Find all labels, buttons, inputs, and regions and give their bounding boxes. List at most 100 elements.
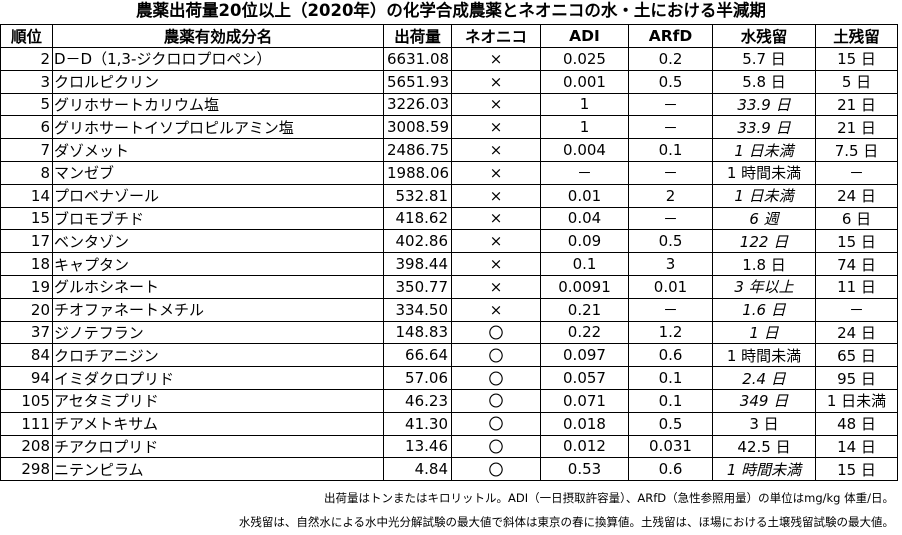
cell-water-residue: 1 日未満 (712, 138, 816, 162)
cell-soil-residue: 15 日 (815, 457, 898, 482)
cell-rank: 94 (0, 366, 53, 390)
cell-adi: 0.0091 (540, 274, 629, 299)
cell-soil-residue: 14 日 (815, 434, 898, 459)
table-row: 14 プロベナゾール 532.81 × 0.01 2 1 日未満 24 日 (0, 183, 898, 208)
cell-rank: 14 (0, 183, 53, 208)
cell-rank: 105 (0, 388, 53, 413)
cell-soil-residue: 48 日 (815, 411, 898, 436)
cell-neonic: × (451, 183, 541, 208)
cell-name: グリホサートイソプロピルアミン塩 (52, 115, 384, 140)
cell-rank: 3 (0, 69, 53, 94)
cell-amount: 402.86 (383, 229, 452, 254)
cell-amount: 148.83 (383, 320, 452, 345)
cell-arfd: 0.6 (628, 343, 713, 368)
cell-arfd: 2 (628, 183, 713, 208)
cell-adi: 1 (540, 92, 629, 117)
cell-water-residue: 5.8 日 (712, 69, 816, 94)
cell-name: チオファネートメチル (52, 297, 384, 322)
cell-rank: 7 (0, 138, 53, 162)
table-row: 37 ジノテフラン 148.83 〇 0.22 1.2 1 日 24 日 (0, 320, 898, 345)
cell-water-residue: 33.9 日 (712, 92, 816, 117)
cell-soil-residue: 15 日 (815, 47, 898, 71)
cell-water-residue: 5.7 日 (712, 47, 816, 71)
cell-adi: 0.04 (540, 206, 629, 231)
header-adi: ADI (540, 24, 629, 48)
cell-neonic: × (451, 229, 541, 254)
cell-rank: 208 (0, 434, 53, 459)
cell-rank: 298 (0, 457, 53, 482)
cell-adi: 1 (540, 115, 629, 140)
cell-adi: 0.01 (540, 183, 629, 208)
cell-name: ベンタゾン (52, 229, 384, 254)
cell-name: グルホシネート (52, 274, 384, 299)
header-water-residue: 水残留 (712, 24, 816, 48)
cell-arfd: － (628, 206, 713, 231)
cell-neonic: 〇 (451, 320, 541, 345)
cell-arfd: 0.5 (628, 411, 713, 436)
table-row: 94 イミダクロプリド 57.06 〇 0.057 0.1 2.4 日 95 日 (0, 366, 898, 390)
cell-name: チアクロプリド (52, 434, 384, 459)
cell-arfd: 0.5 (628, 69, 713, 94)
cell-adi: 0.071 (540, 388, 629, 413)
cell-amount: 1988.06 (383, 160, 452, 185)
cell-rank: 5 (0, 92, 53, 117)
cell-water-residue: 1 日 (712, 320, 816, 345)
cell-soil-residue: 11 日 (815, 274, 898, 299)
cell-soil-residue: 1 日未満 (815, 388, 898, 413)
cell-neonic: × (451, 138, 541, 162)
cell-water-residue: 6 週 (712, 206, 816, 231)
table-row: 19 グルホシネート 350.77 × 0.0091 0.01 3 年以上 11 日 (0, 274, 898, 299)
cell-soil-residue: 5 日 (815, 69, 898, 94)
cell-soil-residue: － (815, 297, 898, 322)
cell-adi: 0.21 (540, 297, 629, 322)
cell-neonic: 〇 (451, 388, 541, 413)
cell-adi: 0.22 (540, 320, 629, 345)
cell-adi: 0.025 (540, 47, 629, 71)
table-row: 7 ダゾメット 2486.75 × 0.004 0.1 1 日未満 7.5 日 (0, 138, 898, 162)
cell-name: ダゾメット (52, 138, 384, 162)
cell-water-residue: 1.8 日 (712, 252, 816, 276)
cell-rank: 37 (0, 320, 53, 345)
cell-rank: 111 (0, 411, 53, 436)
cell-arfd: 0.6 (628, 457, 713, 482)
cell-neonic: 〇 (451, 366, 541, 390)
cell-rank: 15 (0, 206, 53, 231)
table-row: 84 クロチアニジン 66.64 〇 0.097 0.6 1 時間未満 65 日 (0, 343, 898, 368)
cell-soil-residue: 65 日 (815, 343, 898, 368)
cell-name: グリホサートカリウム塩 (52, 92, 384, 117)
table-row: 17 ベンタゾン 402.86 × 0.09 0.5 122 日 15 日 (0, 229, 898, 254)
cell-neonic: × (451, 206, 541, 231)
cell-rank: 6 (0, 115, 53, 140)
cell-soil-residue: 15 日 (815, 229, 898, 254)
cell-water-residue: 1 日未満 (712, 183, 816, 208)
cell-arfd: 3 (628, 252, 713, 276)
cell-amount: 4.84 (383, 457, 452, 482)
cell-soil-residue: 6 日 (815, 206, 898, 231)
cell-adi: 0.004 (540, 138, 629, 162)
cell-water-residue: 3 日 (712, 411, 816, 436)
cell-arfd: 0.2 (628, 47, 713, 71)
cell-amount: 532.81 (383, 183, 452, 208)
cell-neonic: 〇 (451, 457, 541, 482)
cell-adi: 0.018 (540, 411, 629, 436)
cell-water-residue: 1.6 日 (712, 297, 816, 322)
cell-rank: 17 (0, 229, 53, 254)
cell-name: プロベナゾール (52, 183, 384, 208)
cell-amount: 3226.03 (383, 92, 452, 117)
cell-amount: 57.06 (383, 366, 452, 390)
cell-amount: 334.50 (383, 297, 452, 322)
cell-amount: 46.23 (383, 388, 452, 413)
header-neonic: ネオニコ (451, 24, 541, 48)
cell-water-residue: 1 時間未満 (712, 343, 816, 368)
table-row: 298 ニテンピラム 4.84 〇 0.53 0.6 1 時間未満 15 日 (0, 457, 898, 482)
cell-neonic: 〇 (451, 434, 541, 459)
cell-arfd: － (628, 92, 713, 117)
pesticide-table: 順位 農薬有効成分名 出荷量 ネオニコ ADI ARfD 水残留 土残留 2 D－… (0, 24, 898, 482)
cell-name: マンゼブ (52, 160, 384, 185)
cell-amount: 6631.08 (383, 47, 452, 71)
cell-neonic: × (451, 92, 541, 117)
cell-arfd: － (628, 115, 713, 140)
note-units: 出荷量はトンまたはキロリットル。ADI（一日摂取許容量）、ARfD（急性参照用量… (324, 491, 894, 505)
cell-water-residue: 33.9 日 (712, 115, 816, 140)
